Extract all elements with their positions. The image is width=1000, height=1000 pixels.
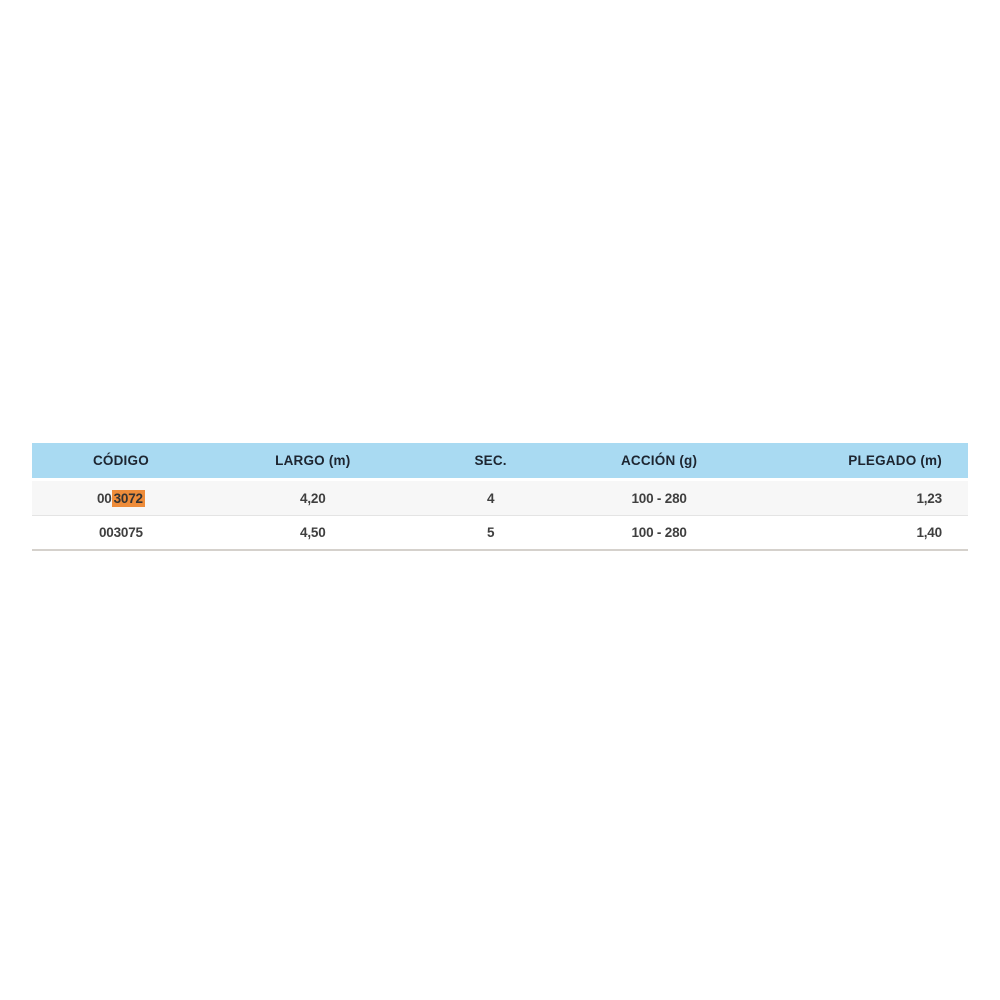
codigo-prefix: 00 [96, 490, 112, 506]
table-header-row: CÓDIGO LARGO (m) SEC. ACCIÓN (g) PLEGADO… [32, 443, 968, 478]
cell-sec: 5 [486, 525, 495, 540]
table-row: 00 3072 4,20 4 100 - 280 1,23 [32, 481, 968, 516]
cell-sec: 4 [486, 490, 495, 506]
cell-accion: 100 - 280 [631, 525, 687, 540]
product-specs-table: CÓDIGO LARGO (m) SEC. ACCIÓN (g) PLEGADO… [32, 443, 968, 551]
column-header-plegado: PLEGADO (m) [848, 453, 942, 468]
search-highlight: 3072 [111, 489, 145, 507]
column-header-largo: LARGO (m) [275, 453, 351, 468]
cell-codigo: 003075 [32, 525, 210, 540]
codigo-prefix: 003075 [98, 525, 143, 540]
table-row: 003075 4,50 5 100 - 280 1,40 [32, 516, 968, 551]
cell-largo: 4,20 [300, 490, 326, 506]
column-header-accion: ACCIÓN (g) [620, 453, 698, 468]
cell-largo: 4,50 [300, 525, 326, 540]
column-header-sec: SEC. [474, 453, 507, 468]
cell-codigo: 00 3072 [32, 489, 210, 507]
column-header-codigo: CÓDIGO [92, 453, 149, 468]
cell-plegado: 1,23 [916, 490, 942, 506]
cell-plegado: 1,40 [916, 525, 942, 540]
cell-accion: 100 - 280 [631, 490, 687, 506]
